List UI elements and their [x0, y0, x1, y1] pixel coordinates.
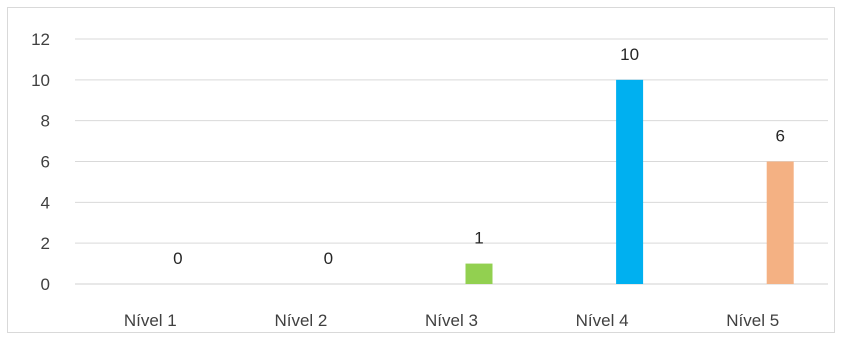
x-tick-label: Nível 4 [576, 311, 629, 330]
x-tick-label: Nível 1 [124, 311, 177, 330]
y-tick-label: 0 [41, 275, 50, 294]
y-tick-label: 8 [41, 112, 50, 131]
y-tick-label: 12 [31, 30, 50, 49]
x-tick-label: Nível 5 [726, 311, 779, 330]
bars [465, 79, 794, 284]
y-axis-ticks: 0 2 4 6 8 10 12 [31, 30, 50, 294]
y-tick-label: 4 [41, 193, 50, 212]
y-tick-label: 6 [41, 153, 50, 172]
y-tick-label: 2 [41, 234, 50, 253]
x-tick-label: Nível 2 [274, 311, 327, 330]
data-label: 1 [474, 229, 483, 248]
data-label: 6 [775, 127, 784, 146]
bar-4 [616, 79, 644, 284]
y-tick-label: 10 [31, 71, 50, 90]
data-labels: 0 0 1 10 6 [173, 45, 785, 268]
data-label: 0 [173, 249, 182, 268]
x-axis-ticks: Nível 1 Nível 2 Nível 3 Nível 4 Nível 5 [124, 311, 779, 330]
bar-3 [465, 263, 493, 284]
gridlines [75, 38, 828, 285]
data-label: 0 [324, 249, 333, 268]
chart-frame [7, 7, 835, 333]
bar-5 [766, 161, 794, 284]
x-tick-label: Nível 3 [425, 311, 478, 330]
data-label: 10 [620, 45, 639, 64]
